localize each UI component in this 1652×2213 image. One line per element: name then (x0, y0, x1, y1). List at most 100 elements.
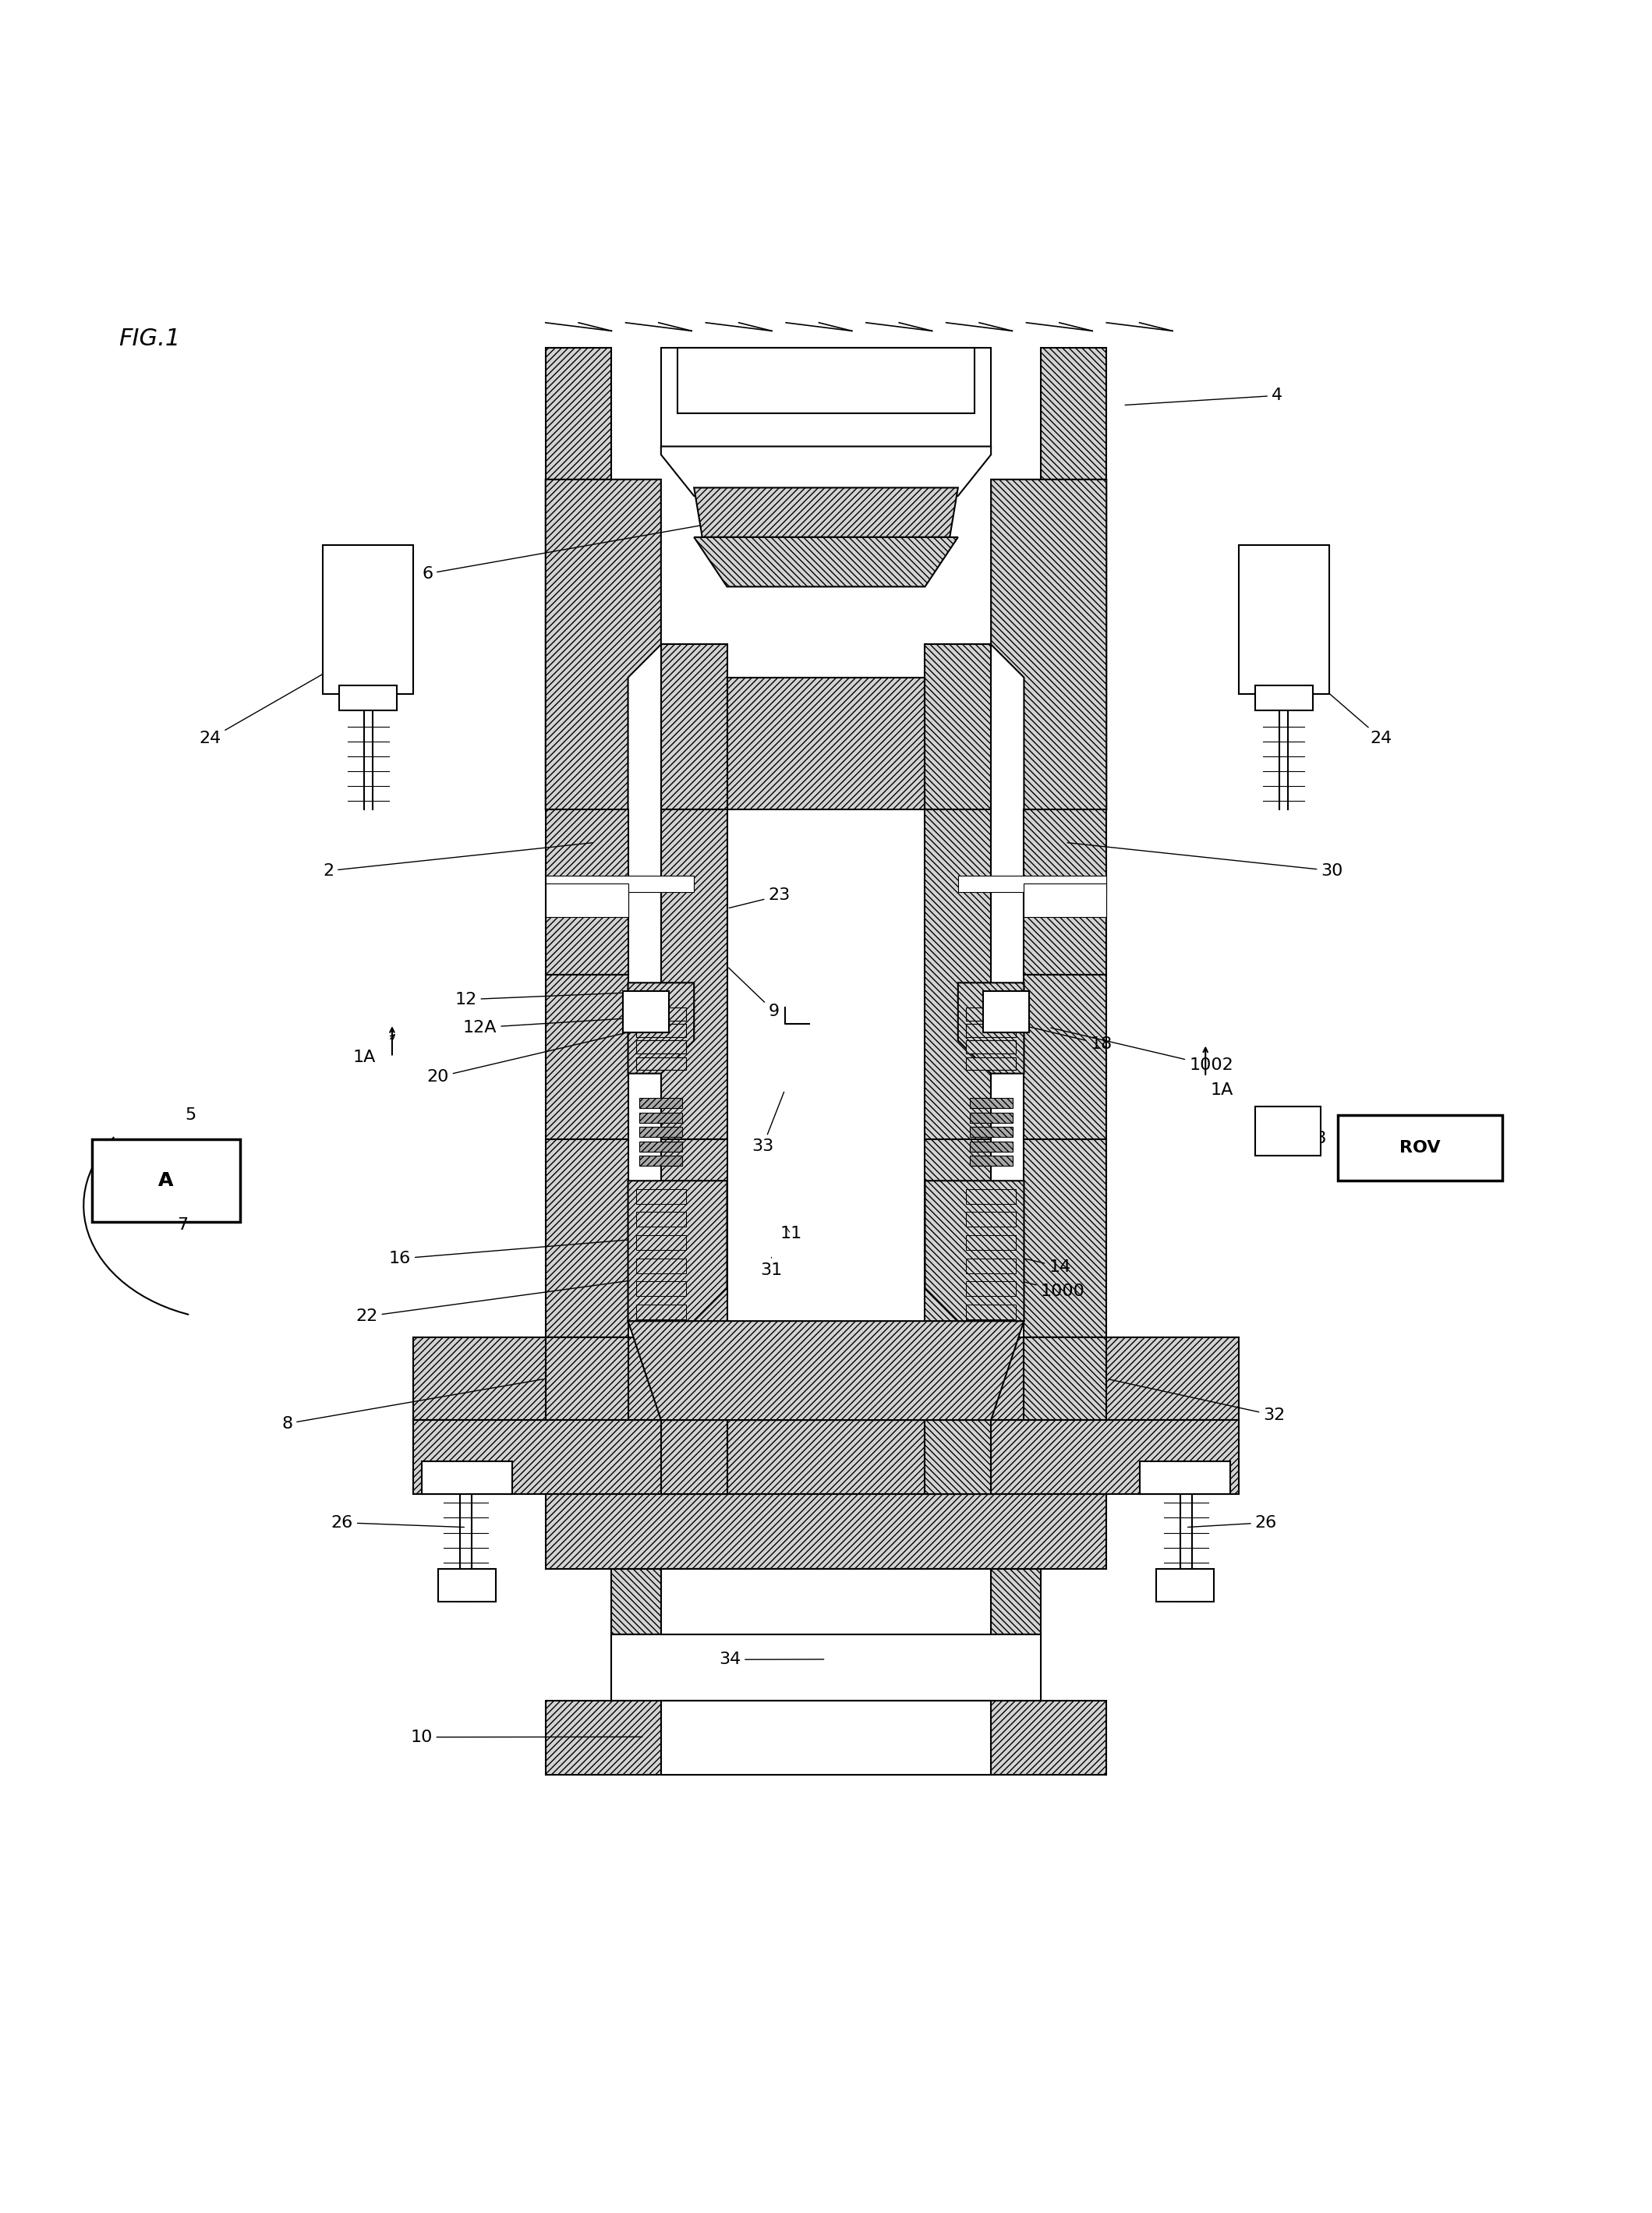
Polygon shape (611, 1569, 1041, 1635)
Text: 11: 11 (780, 1226, 801, 1241)
Text: 8: 8 (281, 1379, 544, 1432)
Text: 10: 10 (410, 1728, 643, 1744)
Polygon shape (636, 1007, 686, 1020)
Polygon shape (545, 1337, 628, 1421)
Polygon shape (925, 644, 991, 810)
Bar (322, 544, 413, 695)
Polygon shape (991, 1635, 1041, 1700)
Polygon shape (636, 1188, 686, 1204)
Polygon shape (958, 983, 1024, 1073)
Polygon shape (413, 1421, 1239, 1494)
Text: FIG.1: FIG.1 (119, 328, 180, 350)
Text: 16: 16 (388, 1239, 643, 1266)
Bar (611, 1635, 1041, 1700)
Polygon shape (639, 1126, 682, 1137)
Polygon shape (661, 1140, 727, 1337)
Polygon shape (925, 810, 991, 1140)
Text: 34: 34 (719, 1651, 824, 1666)
Polygon shape (991, 480, 1107, 810)
Text: 6: 6 (421, 509, 791, 582)
Text: 31: 31 (760, 1257, 781, 1277)
Bar (93, 1140, 240, 1222)
Polygon shape (636, 1213, 686, 1226)
Text: 1A: 1A (352, 1049, 375, 1064)
Text: 28: 28 (1257, 1131, 1327, 1146)
Polygon shape (1024, 974, 1107, 1140)
Polygon shape (966, 1213, 1016, 1226)
Polygon shape (966, 1040, 1016, 1053)
Polygon shape (628, 1321, 1024, 1421)
Text: 24: 24 (1265, 637, 1393, 746)
Text: 12: 12 (454, 991, 667, 1007)
Text: 1A: 1A (1211, 1082, 1234, 1098)
Text: 32: 32 (1108, 1379, 1285, 1423)
Polygon shape (966, 1259, 1016, 1272)
Bar (661, 1700, 991, 1775)
Bar (623, 991, 669, 1031)
Polygon shape (966, 1058, 1016, 1071)
Polygon shape (966, 1025, 1016, 1038)
Polygon shape (636, 1058, 686, 1071)
Polygon shape (413, 1337, 1239, 1421)
Text: 26: 26 (1188, 1516, 1277, 1531)
Bar (545, 883, 628, 916)
Bar (727, 810, 925, 1140)
Polygon shape (970, 1113, 1013, 1122)
Bar (1256, 1106, 1322, 1155)
Text: 7: 7 (177, 1217, 188, 1233)
Text: 26: 26 (330, 1516, 464, 1531)
Text: 20: 20 (426, 1027, 648, 1084)
Polygon shape (628, 1182, 727, 1321)
Bar (421, 1461, 512, 1494)
Polygon shape (970, 1155, 1013, 1166)
Text: 1002: 1002 (1051, 1027, 1232, 1073)
Text: 30: 30 (1067, 843, 1343, 879)
Bar (1239, 544, 1330, 695)
Polygon shape (925, 1182, 1024, 1321)
Polygon shape (636, 1040, 686, 1053)
Bar (438, 1569, 496, 1602)
Polygon shape (545, 480, 661, 810)
Polygon shape (611, 1635, 661, 1700)
Polygon shape (966, 1303, 1016, 1319)
Text: 12A: 12A (463, 1016, 667, 1036)
Text: 2: 2 (322, 843, 593, 879)
Polygon shape (639, 1113, 682, 1122)
Polygon shape (661, 810, 727, 1140)
Polygon shape (636, 1281, 686, 1297)
Polygon shape (1041, 347, 1107, 480)
Polygon shape (661, 1337, 727, 1494)
Text: 9: 9 (729, 967, 780, 1018)
Polygon shape (694, 538, 958, 586)
Text: A: A (159, 1171, 173, 1191)
Polygon shape (639, 1098, 682, 1109)
Text: 24: 24 (198, 637, 387, 746)
Bar (661, 347, 991, 447)
Polygon shape (966, 1281, 1016, 1297)
Bar (677, 347, 975, 414)
Text: 5: 5 (185, 1106, 197, 1122)
Polygon shape (636, 1259, 686, 1272)
Polygon shape (1024, 1140, 1107, 1337)
Polygon shape (970, 1126, 1013, 1137)
Bar (983, 991, 1029, 1031)
Text: 14: 14 (976, 1248, 1070, 1275)
Polygon shape (639, 1155, 682, 1166)
Polygon shape (966, 1235, 1016, 1250)
Polygon shape (545, 876, 694, 892)
Polygon shape (1024, 810, 1107, 974)
Text: A: A (159, 1171, 173, 1191)
Bar (1256, 686, 1313, 710)
Polygon shape (545, 974, 628, 1140)
Polygon shape (966, 1007, 1016, 1020)
Polygon shape (694, 487, 958, 538)
Polygon shape (661, 447, 991, 496)
Polygon shape (727, 677, 925, 810)
Polygon shape (639, 1142, 682, 1151)
Polygon shape (970, 1098, 1013, 1109)
Polygon shape (636, 1303, 686, 1319)
Polygon shape (545, 1494, 1107, 1569)
Text: 33: 33 (752, 1091, 785, 1155)
Bar (1024, 883, 1107, 916)
Text: ROV: ROV (1399, 1140, 1441, 1155)
